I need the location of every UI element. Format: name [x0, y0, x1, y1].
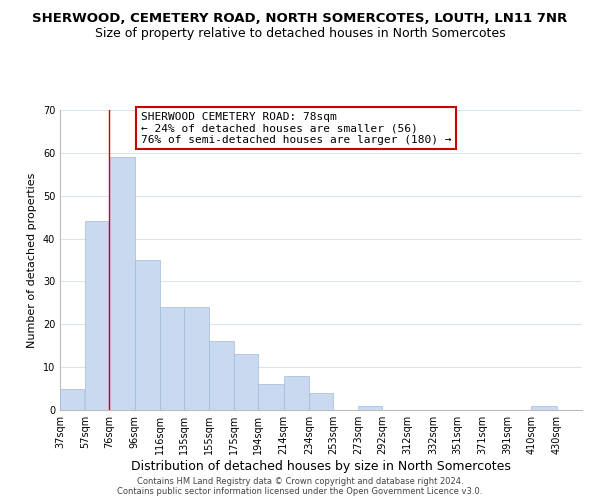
Bar	[109, 157, 134, 410]
Text: SHERWOOD CEMETERY ROAD: 78sqm
← 24% of detached houses are smaller (56)
76% of s: SHERWOOD CEMETERY ROAD: 78sqm ← 24% of d…	[141, 112, 451, 144]
Bar	[358, 406, 382, 410]
Bar	[134, 260, 160, 410]
Bar	[160, 307, 184, 410]
Bar	[284, 376, 309, 410]
Bar	[60, 388, 84, 410]
X-axis label: Distribution of detached houses by size in North Somercotes: Distribution of detached houses by size …	[131, 460, 511, 473]
Bar	[309, 393, 333, 410]
Bar	[532, 406, 557, 410]
Bar	[184, 307, 209, 410]
Text: Contains public sector information licensed under the Open Government Licence v3: Contains public sector information licen…	[118, 488, 482, 496]
Bar	[209, 342, 235, 410]
Bar	[85, 222, 109, 410]
Text: Contains HM Land Registry data © Crown copyright and database right 2024.: Contains HM Land Registry data © Crown c…	[137, 478, 463, 486]
Bar	[235, 354, 259, 410]
Bar	[259, 384, 284, 410]
Text: SHERWOOD, CEMETERY ROAD, NORTH SOMERCOTES, LOUTH, LN11 7NR: SHERWOOD, CEMETERY ROAD, NORTH SOMERCOTE…	[32, 12, 568, 26]
Y-axis label: Number of detached properties: Number of detached properties	[27, 172, 37, 348]
Text: Size of property relative to detached houses in North Somercotes: Size of property relative to detached ho…	[95, 28, 505, 40]
